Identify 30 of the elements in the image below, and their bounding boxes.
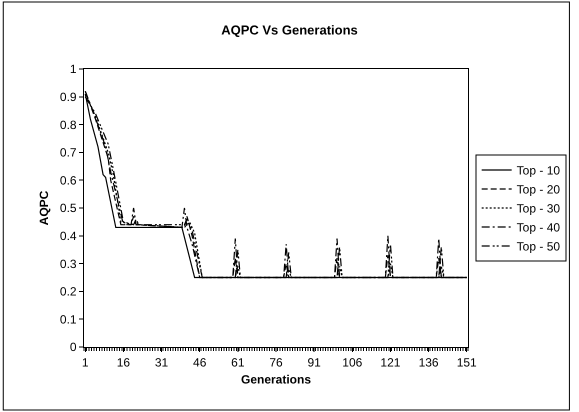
legend-label: Top - 50 <box>516 240 560 254</box>
x-tick-label: 31 <box>154 355 169 370</box>
y-tick-label: 0.1 <box>60 312 77 326</box>
x-tick-label: 1 <box>82 355 89 370</box>
x-tick-label: 106 <box>342 355 363 370</box>
y-tick-label: 0 <box>70 340 77 354</box>
x-tick-label: 136 <box>418 355 439 370</box>
legend-label: Top - 40 <box>516 220 560 235</box>
y-tick-label: 1 <box>70 62 77 76</box>
legend-label: Top - 20 <box>516 182 560 197</box>
y-tick-label: 0.7 <box>60 146 77 160</box>
x-tick-label: 121 <box>380 355 401 370</box>
x-tick-label: 16 <box>116 355 130 370</box>
x-tick-label: 91 <box>307 355 322 370</box>
y-tick-label: 0.2 <box>60 284 77 299</box>
y-tick-label: 0.6 <box>60 173 77 188</box>
y-axis-title: AQPC <box>37 190 52 226</box>
x-axis-title: Generations <box>240 372 312 386</box>
legend-label: Top - 30 <box>516 202 560 216</box>
y-tick-label: 0.9 <box>60 90 77 104</box>
x-tick-label: 61 <box>231 355 245 370</box>
y-tick-label: 0.5 <box>60 201 77 216</box>
x-tick-label: 76 <box>269 355 283 370</box>
y-tick-label: 0.3 <box>60 256 77 271</box>
y-tick-label: 0.8 <box>60 118 77 132</box>
x-tick-label: 46 <box>193 355 207 370</box>
chart-title: AQPC Vs Generations <box>221 22 358 38</box>
y-tick-label: 0.4 <box>60 229 77 243</box>
x-tick-label: 151 <box>456 355 478 370</box>
legend-label: Top - 10 <box>516 164 560 178</box>
